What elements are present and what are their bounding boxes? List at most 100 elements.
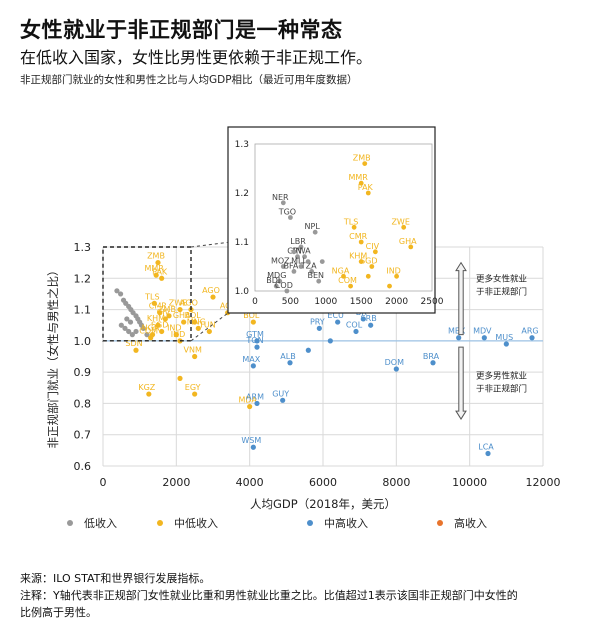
inset-data-point (288, 215, 293, 220)
data-point (127, 319, 134, 325)
data-point (287, 360, 293, 366)
data-label: ALB (280, 352, 295, 361)
data-label: SGD (151, 320, 168, 329)
y-tick-label: 0.7 (74, 429, 92, 442)
data-label: KHM (147, 314, 165, 323)
data-point (166, 313, 172, 319)
data-point (210, 294, 216, 300)
data-label: CIV (157, 308, 171, 317)
data-label: TON (245, 336, 263, 345)
data-point (360, 316, 366, 322)
inset-data-point (358, 259, 364, 264)
data-label: DOM (385, 358, 404, 367)
inset-data-label: ZWE (391, 217, 409, 226)
data-label: IND (171, 330, 186, 339)
inset-data-label: GHA (399, 237, 417, 246)
data-label: GTM (246, 330, 264, 339)
data-label: ARM (246, 392, 264, 401)
data-label: AGO (202, 286, 220, 295)
data-point (159, 328, 165, 335)
inset-data-label: CMR (349, 232, 367, 241)
inset-data-point (365, 190, 371, 196)
data-point (456, 335, 462, 341)
data-point (155, 322, 161, 328)
data-point (280, 397, 286, 403)
inset-data-point (365, 273, 371, 279)
data-label: BRA (423, 352, 440, 361)
data-label: MEX (448, 327, 466, 336)
inset-data-point (387, 283, 392, 289)
data-point (140, 325, 146, 331)
inset-data-label: KHM (349, 252, 367, 261)
data-label: TLS (144, 292, 159, 301)
inset-data-point (358, 239, 364, 245)
data-point (206, 328, 212, 335)
inset-data-label: TZA (300, 261, 317, 270)
data-label: ARG (521, 327, 538, 336)
inset-y-tick-label: 1.0 (235, 287, 250, 297)
inset-data-label: MDG (267, 271, 286, 280)
data-label: PRY (310, 317, 325, 326)
data-point (485, 450, 491, 457)
inset-data-label: BDI (266, 276, 280, 285)
x-tick-label: 12000 (526, 476, 561, 489)
data-point (118, 322, 124, 328)
footnote-line-1: 注释：Y轴代表非正规部门女性就业比重和男性就业比重之比。比值超过1表示该国非正规… (20, 589, 518, 602)
inset-y-tick-label: 1.2 (235, 189, 249, 199)
inset-data-point (362, 161, 368, 166)
x-tick-label: 0 (100, 476, 107, 489)
inset-data-label: BFA (284, 261, 299, 270)
data-point (250, 444, 256, 450)
inset-data-point (358, 180, 364, 186)
inset-data-label: MLI (291, 257, 305, 266)
x-tick-label: 10000 (452, 476, 487, 489)
data-point (192, 391, 198, 397)
annotation-lower-1: 更多男性就业 (476, 370, 527, 381)
data-point (335, 319, 341, 325)
y-tick-label: 1.3 (74, 241, 92, 254)
data-point (181, 319, 187, 325)
data-point (159, 275, 165, 281)
data-label: CMR (149, 302, 167, 311)
data-label: WSM (241, 436, 261, 445)
data-label: MDV (473, 327, 492, 336)
inset-data-point (348, 283, 353, 289)
inset-data-point (291, 249, 297, 255)
data-point (327, 338, 333, 344)
data-point (254, 400, 260, 407)
inset-data-label: NGA (332, 266, 350, 275)
y-tick-label: 0.6 (74, 460, 92, 473)
inset-data-point (316, 278, 322, 284)
data-point (353, 328, 359, 335)
data-label: SDN (125, 339, 142, 348)
data-point (247, 403, 253, 410)
inset-data-point (302, 254, 307, 260)
data-point (157, 310, 163, 316)
chart-subtitle: 在低收入国家，女性比男性更依赖于非正规工作。 (20, 48, 373, 67)
up-arrow-icon (455, 261, 467, 336)
inset-data-point (291, 269, 297, 274)
data-label: ECU (327, 311, 344, 320)
inset-data-point (319, 259, 325, 264)
inset-data-label: TGO (278, 208, 296, 217)
data-point (114, 288, 120, 294)
inset-data-label: BEN (307, 271, 324, 280)
legend-marker (307, 520, 313, 526)
data-label: EGY (185, 383, 201, 392)
legend-marker (437, 520, 443, 526)
y-tick-label: 1.2 (74, 272, 92, 285)
data-label: MAX (242, 355, 260, 364)
inset-data-point (408, 244, 414, 250)
inset-x-tick-label: 2000 (385, 297, 408, 307)
data-point (129, 332, 135, 338)
inset-data-label: PAK (358, 183, 374, 192)
data-point (148, 335, 154, 341)
data-point (173, 332, 179, 338)
inset-connector (190, 241, 229, 248)
data-label: KGZ (138, 383, 155, 392)
inset-data-point (298, 244, 304, 250)
data-label: COM (139, 327, 158, 336)
legend-label: 中低收入 (174, 516, 218, 530)
legend-marker (67, 520, 73, 526)
inset-x-tick-label: 500 (282, 297, 299, 307)
